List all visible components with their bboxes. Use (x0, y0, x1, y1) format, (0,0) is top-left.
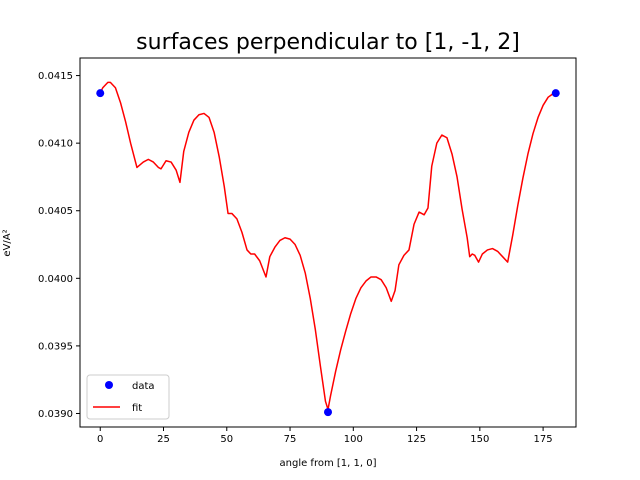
y-axis-label: eV/A² (2, 229, 13, 256)
legend-fit-label: fit (132, 403, 142, 414)
x-tick-label: 125 (407, 434, 426, 445)
x-tick-label: 100 (344, 434, 363, 445)
data-point (551, 89, 560, 98)
fit-line (99, 81, 557, 411)
legend: data fit (86, 374, 170, 420)
x-tick-label: 75 (284, 434, 297, 445)
x-tick-label: 175 (534, 434, 553, 445)
data-point (96, 89, 105, 98)
y-tick-label: 0.0395 (38, 341, 73, 352)
y-tick-label: 0.0415 (38, 71, 73, 82)
plot-frame (79, 57, 577, 428)
x-tick-label: 150 (470, 434, 489, 445)
chart-title: surfaces perpendicular to [1, -1, 2] (136, 30, 520, 55)
y-tick-label: 0.0405 (38, 206, 73, 217)
legend-data-marker (105, 381, 113, 389)
legend-box (86, 374, 170, 420)
data-point (324, 408, 332, 417)
y-tick-label: 0.0410 (38, 139, 73, 150)
x-axis-label: angle from [1, 1, 0] (280, 458, 377, 469)
legend-data-label: data (132, 381, 155, 392)
x-tick-label: 50 (220, 434, 233, 445)
x-tick-label: 0 (97, 434, 103, 445)
y-tick-label: 0.0400 (38, 274, 73, 285)
y-tick-label: 0.0390 (38, 409, 73, 420)
x-tick-label: 25 (157, 434, 170, 445)
